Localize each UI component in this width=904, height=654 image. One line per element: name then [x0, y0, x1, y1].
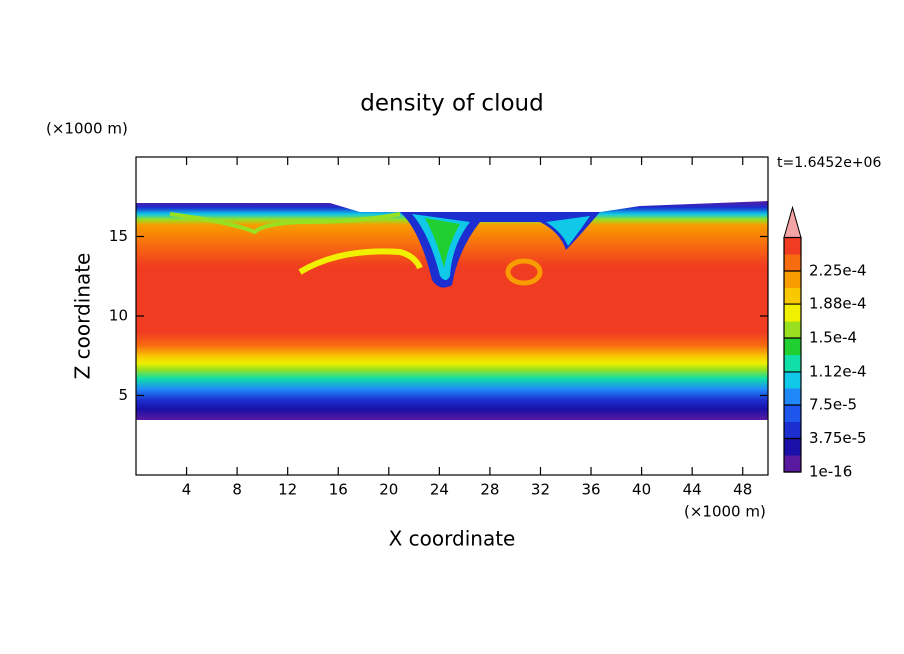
- chart-title: density of cloud: [360, 91, 543, 117]
- y-unit: (×1000 m): [46, 120, 128, 138]
- colorbar-band: [784, 438, 801, 456]
- x-axis-label: X coordinate: [389, 527, 516, 551]
- x-tick-label: 44: [683, 481, 702, 499]
- x-tick-label: 28: [480, 481, 499, 499]
- y-axis-label: Z coordinate: [71, 253, 95, 380]
- colorbar-band: [784, 304, 801, 322]
- x-tick-label: 40: [632, 481, 651, 499]
- time-annotation: t=1.6452e+06: [777, 155, 881, 171]
- x-tick-label: 8: [232, 481, 242, 499]
- arc-band: [298, 248, 423, 275]
- colorbar-extension: [783, 205, 802, 238]
- colorbar-band: [784, 421, 801, 439]
- eddy: [505, 258, 543, 286]
- x-tick-label: 36: [581, 481, 600, 499]
- arc-band: [169, 212, 401, 235]
- colorbar-tick-label: 1.5e-4: [809, 329, 857, 347]
- field-body: [136, 201, 768, 420]
- y-tick-label: 5: [118, 386, 128, 404]
- colorbar-tick-label: 1e-16: [809, 463, 852, 481]
- colorbar-band: [784, 287, 801, 305]
- x-tick-label: 32: [531, 481, 550, 499]
- colorbar-tick-label: 2.25e-4: [809, 262, 867, 280]
- colorbar-tick-label: 1.12e-4: [809, 362, 867, 380]
- y-tick-label: 15: [109, 227, 128, 245]
- x-tick-label: 24: [430, 481, 449, 499]
- x-tick-label: 12: [278, 481, 297, 499]
- colorbar-band: [784, 354, 801, 372]
- y-tick-label: 10: [109, 307, 128, 325]
- colorbar-tick-label: 3.75e-5: [809, 429, 867, 447]
- x-tick-label: 4: [182, 481, 192, 499]
- x-unit: (×1000 m): [684, 503, 766, 521]
- colorbar-band: [784, 455, 801, 473]
- colorbar-band: [784, 338, 801, 356]
- colorbar-band: [784, 271, 801, 289]
- colorbar-tick-label: 7.5e-5: [809, 396, 857, 414]
- colorbar-band: [784, 371, 801, 389]
- colorbar-tick-label: 1.88e-4: [809, 295, 867, 313]
- x-tick-label: 20: [379, 481, 398, 499]
- x-tick-label: 48: [733, 481, 752, 499]
- colorbar-band: [784, 405, 801, 423]
- colorbar-band: [784, 388, 801, 406]
- contour-field: [136, 201, 768, 420]
- cusp-inner: [425, 218, 460, 268]
- colorbar-band: [784, 321, 801, 339]
- x-tick-label: 16: [329, 481, 348, 499]
- colorbar-band: [784, 237, 801, 255]
- colorbar-band: [784, 254, 801, 272]
